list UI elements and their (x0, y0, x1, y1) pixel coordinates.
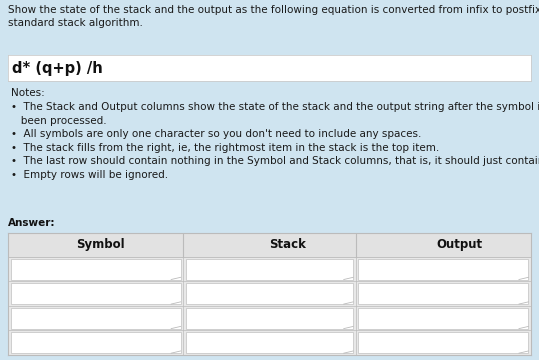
Text: Output: Output (437, 238, 483, 251)
Text: Symbol: Symbol (76, 238, 125, 251)
Text: Notes:
•  The Stack and Output columns show the state of the stack and the outpu: Notes: • The Stack and Output columns sh… (11, 89, 539, 180)
Bar (358, 332, 528, 353)
Text: d* (q+p) /h: d* (q+p) /h (12, 60, 103, 76)
Bar (358, 283, 528, 304)
Bar (11, 308, 181, 329)
Bar (186, 283, 353, 304)
Bar (186, 332, 353, 353)
Bar (11, 283, 181, 304)
Text: Stack: Stack (270, 238, 306, 251)
Bar (186, 308, 353, 329)
Bar (358, 308, 528, 329)
Bar (358, 258, 528, 279)
Bar (11, 332, 181, 353)
Text: Show the state of the stack and the output as the following equation is converte: Show the state of the stack and the outp… (8, 5, 539, 28)
Bar (11, 258, 181, 279)
Bar (8, 233, 531, 257)
Bar (186, 258, 353, 279)
Text: Answer:: Answer: (8, 218, 56, 228)
